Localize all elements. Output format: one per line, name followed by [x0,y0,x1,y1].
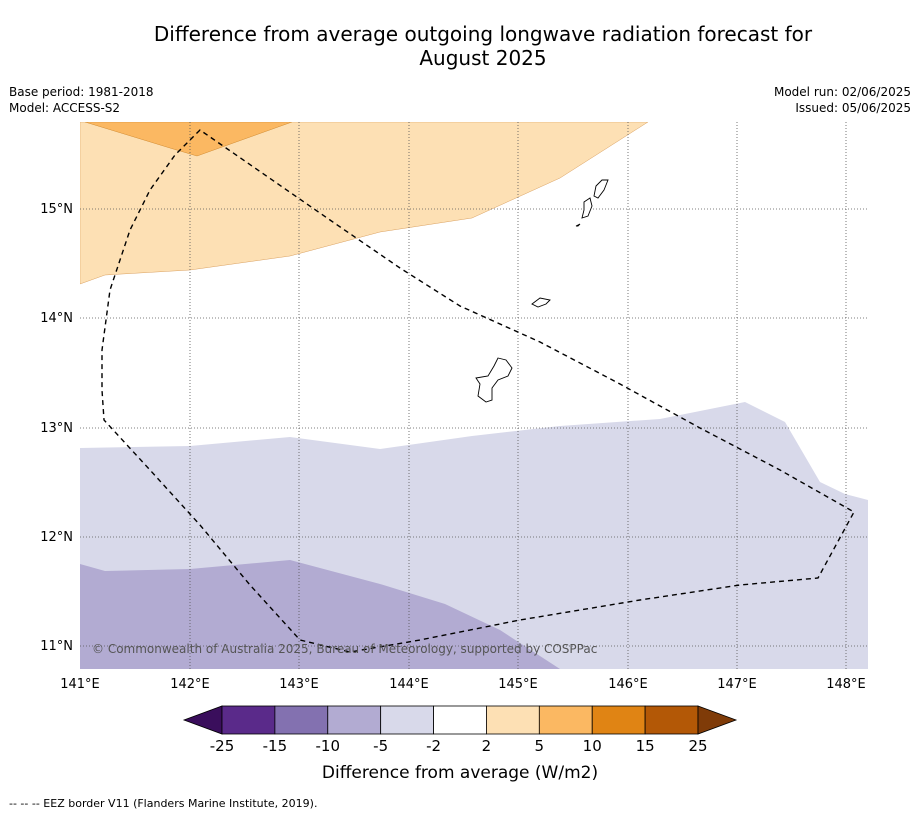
colorbar-bin-5 [486,705,540,735]
issued-date: Issued: 05/06/2025 [795,101,911,115]
meta-left: Base period: 1981-2018 Model: ACCESS-S2 [9,84,154,116]
colorbar-tick-label: -15 [263,737,288,755]
colorbar-extend-max [697,705,738,735]
lon-tick-labels: 141°E 142°E 143°E 144°E 145°E 146°E 147°… [60,677,866,692]
colorbar-bin-2 [327,705,382,735]
title-line-2: August 2025 [419,46,547,70]
lon-tick-142: 142°E [170,677,210,692]
guam-island [475,357,513,403]
colorbar-tick-label: 25 [688,737,707,755]
colorbar-bin-3 [380,705,434,735]
aguijan-island [575,223,581,227]
model-run: Model run: 02/06/2025 [773,85,911,99]
colorbar-bin-6 [538,705,593,735]
gridlines [80,122,868,669]
map-area [80,122,868,669]
colorbar-tick-label: 15 [636,737,655,755]
lon-tick-148: 148°E [826,677,866,692]
colorbar-tick-label: -25 [210,737,235,755]
lon-tick-143: 143°E [279,677,319,692]
colorbar: -25 -15 -10 -5 -2 2 5 10 15 25 Difference from av… [182,705,738,783]
lat-tick-labels: 15°N 14°N 13°N 12°N 11°N [40,202,73,654]
anomaly-region-pos-2-5 [80,122,649,285]
lon-tick-147: 147°E [717,677,757,692]
lon-tick-146: 146°E [608,677,648,692]
anomaly-region-neg-5-10 [80,560,560,669]
colorbar-tick-label: -2 [426,737,441,755]
colorbar-tick-label: 5 [535,737,545,755]
lon-tick-145: 145°E [498,677,538,692]
meta-right: Model run: 02/06/2025 Issued: 05/06/2025 [774,84,911,116]
colorbar-tick-label: 2 [482,737,492,755]
model-name: Model: ACCESS-S2 [9,101,121,115]
base-period: Base period: 1981-2018 [9,85,154,99]
title-line-1: Difference from average outgoing longwav… [153,22,813,46]
lat-tick-13: 13°N [40,421,73,436]
lat-tick-15: 15°N [40,202,73,217]
eez-border [101,129,855,653]
copyright-notice: © Commonwealth of Australia 2025, Bureau… [92,642,597,656]
lat-tick-12: 12°N [40,530,73,545]
lat-tick-14: 14°N [40,311,73,326]
colorbar-tick-label: -5 [373,737,388,755]
colorbar-bin-0 [221,705,276,735]
rota-island [531,297,551,308]
islands [475,179,609,403]
colorbar-title: Difference from average (W/m2) [322,763,598,783]
colorbar-bin-8 [644,705,699,735]
colorbar-bin-1 [274,705,329,735]
colorbar-tick-label: -10 [316,737,341,755]
tinian-island [581,197,593,219]
colorbar-extend-min [182,705,223,735]
footnote: -- -- -- EEZ border V11 (Flanders Marine… [9,797,318,810]
lon-tick-144: 144°E [389,677,429,692]
anomaly-region-pos-5-10 [84,122,293,157]
saipan-island [593,179,609,199]
colorbar-tick-label: 10 [583,737,602,755]
lat-tick-11: 11°N [40,639,73,654]
lon-tick-141: 141°E [60,677,100,692]
colorbar-bin-4 [433,705,487,735]
colorbar-bin-7 [591,705,646,735]
